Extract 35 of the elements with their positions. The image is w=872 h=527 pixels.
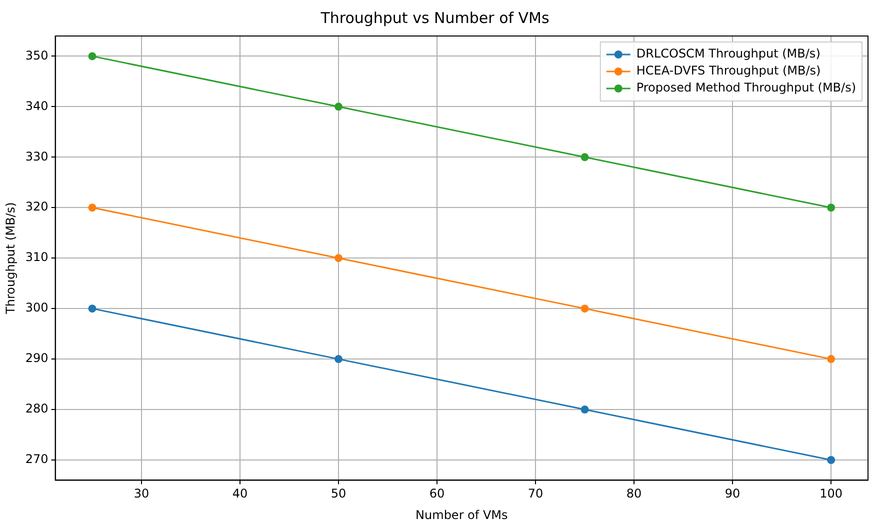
point bbox=[334, 102, 343, 111]
x-tick-label: 40 bbox=[232, 486, 248, 501]
point bbox=[580, 406, 589, 414]
x-tick-label: 60 bbox=[429, 486, 445, 501]
x-tick-label: 80 bbox=[626, 486, 642, 501]
x-tick-label: 50 bbox=[330, 486, 346, 501]
y-tick-label: 290 bbox=[25, 351, 48, 366]
point bbox=[580, 304, 589, 313]
point bbox=[827, 456, 836, 464]
legend-label: DRLCOSCM Throughput (MB/s) bbox=[636, 46, 820, 61]
y-tick-label: 310 bbox=[25, 250, 48, 264]
point bbox=[580, 153, 589, 162]
x-tick-label: 70 bbox=[528, 486, 544, 501]
y-tick-label: 320 bbox=[25, 200, 48, 214]
point bbox=[88, 52, 96, 60]
legend-label: Proposed Method Throughput (MB/s) bbox=[636, 80, 856, 95]
point bbox=[334, 355, 343, 364]
point bbox=[88, 204, 96, 212]
y-tick-label: 340 bbox=[25, 98, 48, 113]
x-tick-label: 30 bbox=[134, 486, 150, 501]
y-tick-label: 330 bbox=[25, 149, 48, 164]
x-tick-label: 100 bbox=[820, 486, 843, 501]
point bbox=[88, 304, 96, 313]
y-tick-label: 350 bbox=[25, 48, 48, 62]
x-axis-title: Number of VMs bbox=[416, 508, 508, 522]
x-tick-label: 90 bbox=[724, 486, 740, 501]
chart-title: Throughput vs Number of VMs bbox=[320, 8, 550, 27]
y-tick-label: 270 bbox=[25, 452, 48, 466]
legend-label: HCEA-DVFS Throughput (MB/s) bbox=[636, 64, 821, 78]
point bbox=[827, 204, 836, 212]
point bbox=[334, 254, 343, 262]
y-axis-title: Throughput (MB/s) bbox=[3, 202, 18, 315]
y-tick-label: 280 bbox=[25, 402, 48, 416]
y-tick-label: 300 bbox=[25, 300, 48, 315]
point bbox=[827, 355, 836, 364]
